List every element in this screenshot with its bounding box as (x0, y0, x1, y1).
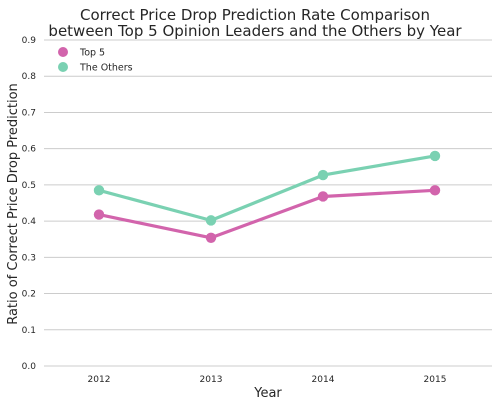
x-tick-labels: 2012 2013 2014 2015 (88, 375, 447, 385)
gridlines (44, 39, 492, 367)
data-point (429, 185, 441, 196)
data-point (93, 185, 105, 196)
y-tick-label: 0.7 (22, 108, 36, 118)
legend-label: Top 5 (79, 48, 105, 59)
y-tick-label: 0.5 (22, 181, 36, 191)
y-tick-label: 0.4 (22, 217, 37, 227)
chart-title-line-2: between Top 5 Opinion Leaders and the Ot… (48, 22, 462, 40)
y-tick-label: 0.0 (22, 362, 37, 372)
data-point (93, 209, 105, 220)
y-tick-label: 0.3 (22, 253, 36, 263)
y-tick-label: 0.8 (22, 72, 37, 82)
y-tick-labels: 0.0 0.1 0.2 0.3 0.4 0.5 0.6 0.7 0.8 0.9 (22, 36, 37, 372)
y-axis-label: Ratio of Correct Price Drop Prediction (6, 83, 21, 325)
series-line (97, 188, 437, 240)
legend: Top 5 The Others (50, 44, 136, 75)
legend-box (50, 44, 136, 75)
legend-marker (58, 47, 68, 57)
legend-label: The Others (79, 63, 133, 74)
data-point (317, 191, 329, 202)
data-point (429, 150, 441, 162)
chart-title-line-1: Correct Price Drop Prediction Rate Compa… (80, 6, 430, 24)
data-point (205, 215, 217, 226)
legend-marker (58, 62, 68, 72)
y-tick-label: 0.9 (22, 36, 37, 46)
x-tick-label: 2013 (200, 375, 223, 385)
x-tick-label: 2015 (424, 375, 447, 385)
series-line (97, 154, 437, 222)
x-tick-label: 2012 (88, 375, 111, 385)
y-tick-label: 0.6 (22, 145, 37, 155)
x-tick-label: 2014 (312, 375, 335, 385)
data-point (317, 169, 329, 181)
x-axis-label: Year (253, 386, 282, 401)
series-group (93, 150, 441, 243)
y-tick-label: 0.2 (22, 290, 36, 300)
data-point (205, 232, 217, 243)
y-tick-label: 0.1 (22, 326, 36, 336)
